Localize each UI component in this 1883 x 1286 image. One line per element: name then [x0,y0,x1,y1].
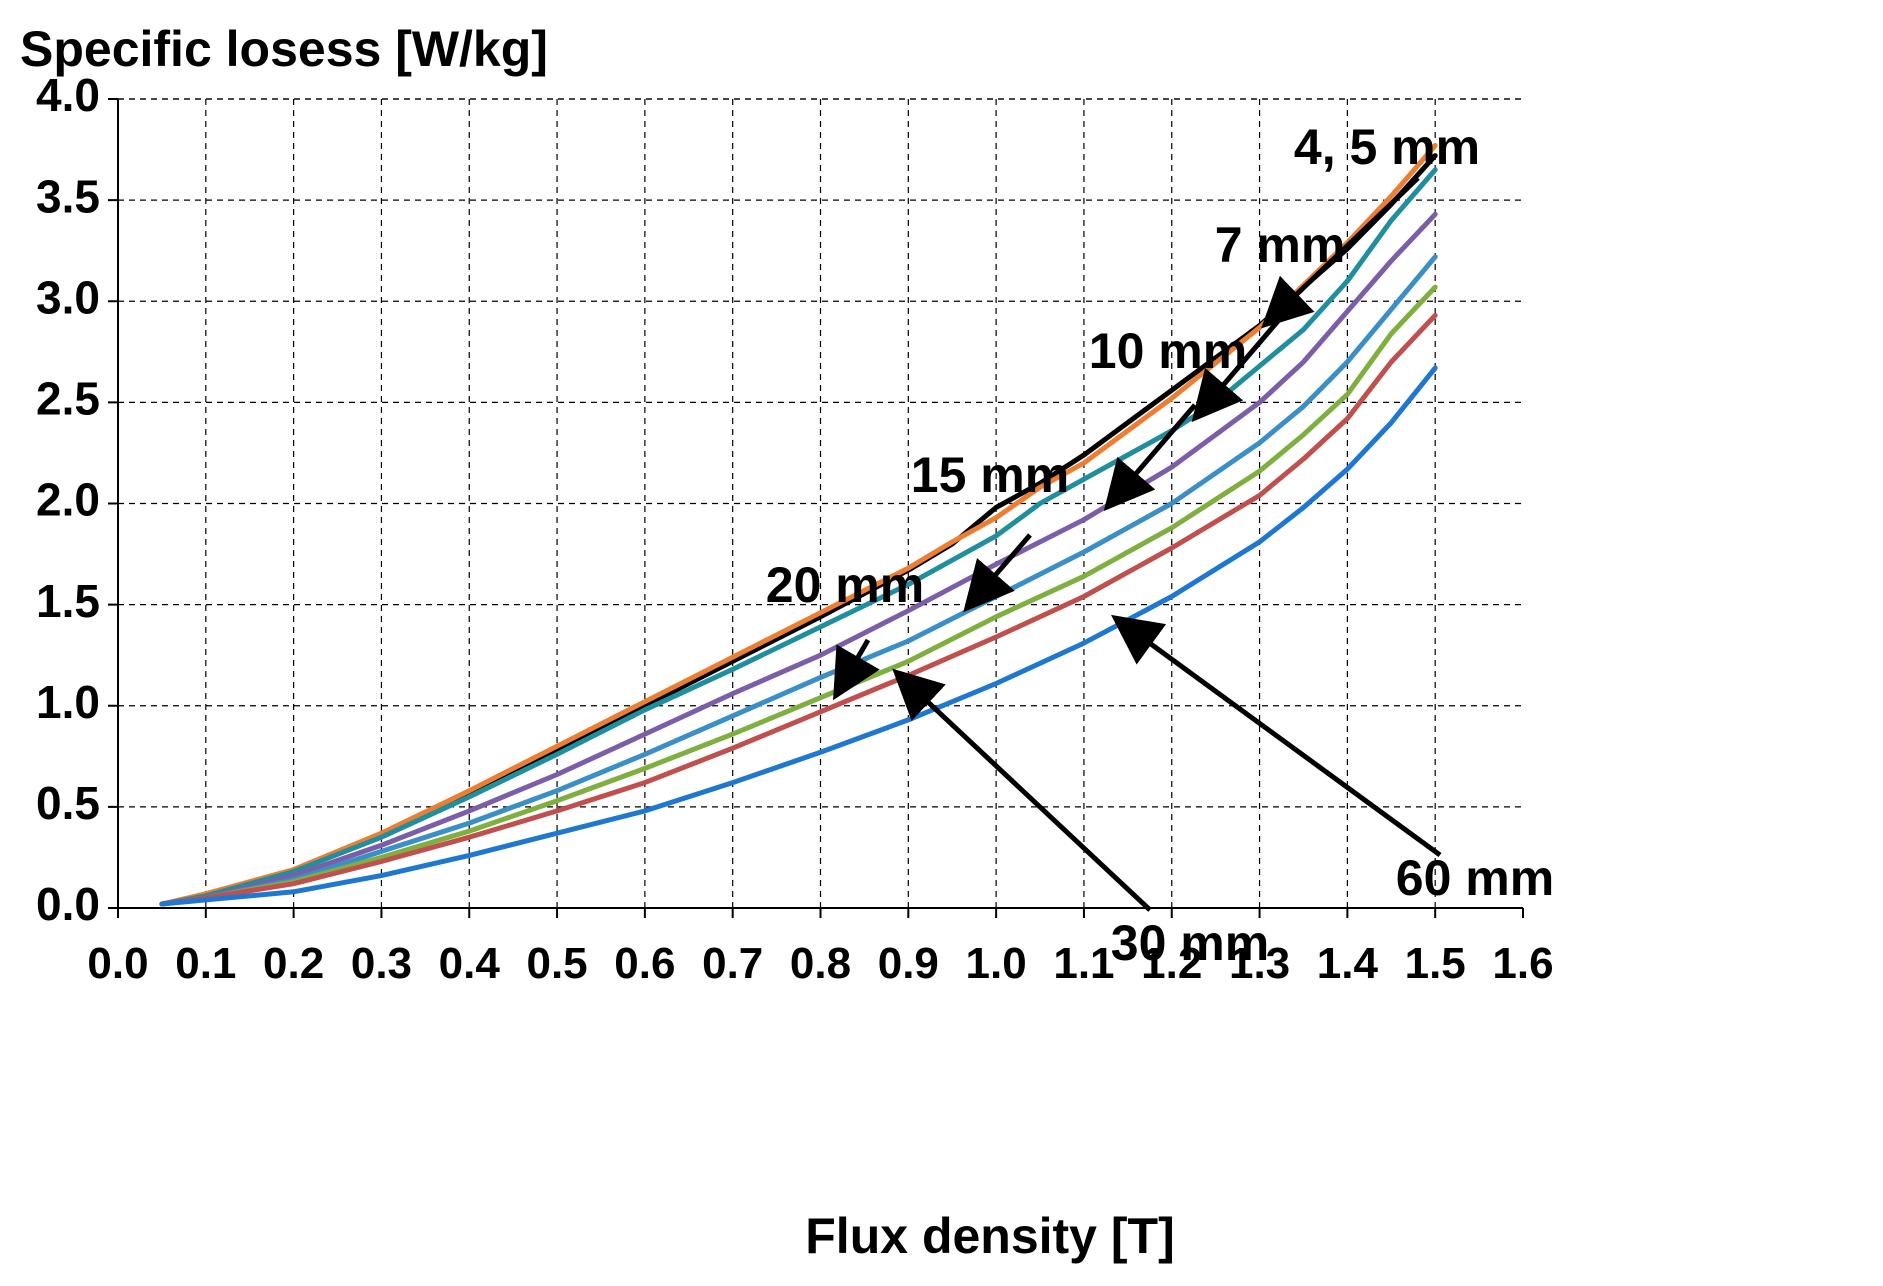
x-tick-label: 0.6 [614,939,675,988]
y-tick-label: 4.0 [36,69,100,121]
annotation-arrow [963,533,1032,613]
series-line-7-mm [159,167,1438,907]
x-tick-label: 1.5 [1405,939,1466,988]
y-tick-label: 2.0 [36,474,100,526]
y-tick-label: 1.5 [36,575,100,627]
annotation-arrow [892,668,1152,912]
x-tick-label: 1.2 [1141,939,1202,988]
annotation-arrow [1110,614,1442,858]
annotation-label: 10 mm [1089,323,1247,379]
x-tick-label: 1.6 [1492,939,1553,988]
x-axis-title: Flux density [T] [805,1208,1174,1264]
plot-frame [108,98,1524,918]
x-tick-label: 0.9 [878,939,939,988]
annotation-arrow [1103,403,1197,512]
y-tick-label: 3.0 [36,271,100,323]
series-line-10-mm [159,211,1438,907]
y-tick-label: 0.0 [36,878,100,930]
tick-labels: 0.0 0.5 1.0 1.5 2.0 2.5 3.0 3.5 4.0 0.0 0.1 0.2 0.3 0… [36,69,1554,988]
annotation-arrow [1191,298,1298,423]
x-tick-label: 1.4 [1317,939,1379,988]
annotation-arrow [833,638,880,701]
y-tick-label: 3.5 [36,170,100,222]
x-tick-label: 0.2 [263,939,324,988]
annotation-label: 20 mm [766,557,924,613]
x-tick-label: 1.0 [966,939,1027,988]
series-line-60-mm [159,365,1438,907]
y-tick-label: 1.0 [36,676,100,728]
x-tick-label: 0.7 [702,939,763,988]
y-tick-label: 2.5 [36,373,100,425]
x-tick-label: 1.1 [1053,939,1114,988]
x-tick-label: 0.4 [439,939,501,988]
x-tick-label: 0.3 [351,939,412,988]
series-line-5-mm [159,143,1438,907]
x-tick-label: 0.0 [87,939,148,988]
annotation-label: 7 mm [1215,217,1346,273]
x-tick-label: 0.1 [175,939,236,988]
y-tick-label: 0.5 [36,777,100,829]
annotation-label: 15 mm [911,447,1069,503]
annotation-label: 4, 5 mm [1294,119,1480,175]
x-tick-label: 0.5 [526,939,587,988]
x-tick-label: 1.3 [1229,939,1290,988]
y-axis-title: Specific losess [W/kg] [20,21,548,77]
annotations: 4, 5 mm 7 mm 10 mm 15 mm 20 mm 30 mm 60 mm [766,119,1554,971]
annotation-label: 30 mm [1111,915,1269,971]
annotation-arrow [1261,176,1420,329]
x-tick-label: 0.8 [790,939,851,988]
annotation-label: 60 mm [1396,850,1554,906]
